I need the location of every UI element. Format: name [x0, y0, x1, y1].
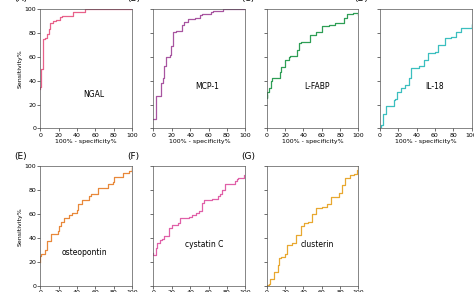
Text: MCP-1: MCP-1: [195, 82, 219, 91]
X-axis label: 100% - specificity%: 100% - specificity%: [395, 139, 456, 144]
X-axis label: 100% - specificity%: 100% - specificity%: [55, 139, 117, 144]
Text: (A): (A): [15, 0, 27, 4]
Text: cystatin C: cystatin C: [185, 240, 223, 249]
Y-axis label: Sensitivity%: Sensitivity%: [18, 49, 23, 88]
Text: (G): (G): [241, 152, 255, 161]
Text: (D): (D): [354, 0, 368, 4]
Text: (C): (C): [241, 0, 254, 4]
Y-axis label: Sensitivity%: Sensitivity%: [18, 207, 23, 246]
Text: osteopontin: osteopontin: [62, 248, 107, 257]
X-axis label: 100% - specificity%: 100% - specificity%: [282, 139, 343, 144]
Text: (B): (B): [128, 0, 141, 4]
X-axis label: 100% - specificity%: 100% - specificity%: [169, 139, 230, 144]
Text: L-FABP: L-FABP: [304, 82, 330, 91]
Text: (E): (E): [15, 152, 27, 161]
Text: IL-18: IL-18: [426, 82, 444, 91]
Text: clusterin: clusterin: [301, 240, 334, 249]
Text: (F): (F): [128, 152, 140, 161]
Text: NGAL: NGAL: [83, 91, 104, 100]
